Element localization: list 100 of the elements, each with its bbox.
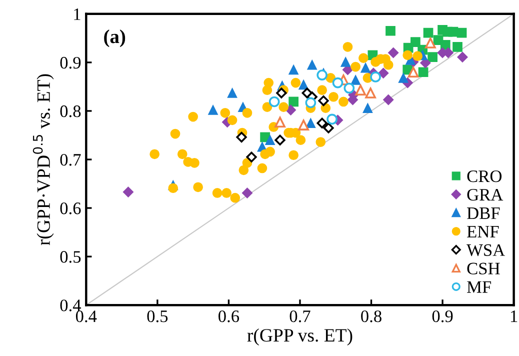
point bbox=[227, 88, 238, 98]
point bbox=[276, 88, 287, 98]
point bbox=[220, 108, 230, 118]
point bbox=[338, 96, 348, 107]
point bbox=[452, 42, 462, 52]
x-tick-label: 0.4 bbox=[76, 310, 97, 322]
point bbox=[328, 92, 338, 102]
y-tick-label: 0.8 bbox=[60, 105, 81, 118]
point bbox=[188, 112, 198, 122]
point bbox=[402, 50, 413, 60]
x-tick-label: 0.5 bbox=[147, 310, 168, 322]
point bbox=[242, 108, 252, 118]
x-axis-title: r(GPP vs. ET) bbox=[247, 328, 352, 346]
point bbox=[177, 149, 188, 160]
point bbox=[257, 163, 268, 174]
point bbox=[317, 85, 328, 96]
annotation: (a) bbox=[104, 30, 126, 48]
point bbox=[365, 88, 376, 98]
point bbox=[285, 104, 296, 116]
point bbox=[262, 85, 272, 96]
point bbox=[170, 128, 180, 139]
point bbox=[398, 73, 408, 83]
point bbox=[268, 96, 280, 108]
point bbox=[418, 67, 428, 78]
point bbox=[307, 60, 318, 70]
legend-label: MF bbox=[467, 281, 492, 293]
x-tick-label: 0.9 bbox=[432, 310, 453, 322]
point bbox=[388, 47, 399, 58]
point bbox=[423, 28, 434, 38]
y-tick-label: 0.5 bbox=[60, 251, 81, 263]
point bbox=[355, 84, 366, 96]
legend-label: DBF bbox=[467, 208, 500, 219]
point bbox=[306, 118, 316, 128]
point bbox=[227, 115, 238, 126]
y-axis-title: r(GPP·VPD$^{0.5}$ vs. ET) bbox=[32, 74, 54, 246]
point bbox=[193, 182, 203, 192]
point bbox=[408, 66, 419, 78]
point bbox=[288, 150, 298, 160]
point bbox=[122, 186, 134, 198]
point bbox=[274, 134, 286, 146]
point bbox=[383, 94, 394, 106]
point bbox=[222, 188, 232, 198]
legend-label: CSH bbox=[467, 262, 500, 274]
x-tick-label: 1 bbox=[510, 310, 518, 322]
point bbox=[298, 80, 308, 90]
point bbox=[332, 77, 344, 88]
point bbox=[288, 64, 298, 75]
point bbox=[316, 137, 326, 147]
point bbox=[358, 53, 368, 63]
legend-label: GRA bbox=[467, 188, 504, 201]
legend-label: ENF bbox=[467, 226, 499, 238]
point bbox=[274, 116, 286, 128]
point bbox=[265, 135, 275, 146]
x-tick-label: 0.8 bbox=[361, 310, 382, 322]
point bbox=[342, 42, 353, 52]
point bbox=[208, 105, 218, 115]
point bbox=[236, 132, 247, 142]
y-tick-label: 0.7 bbox=[60, 154, 81, 166]
y-tick-label: 0.4 bbox=[60, 300, 82, 312]
point bbox=[212, 188, 222, 198]
y-tick-label: 1 bbox=[74, 8, 80, 20]
point bbox=[288, 96, 298, 107]
x-tick-label: 0.6 bbox=[218, 310, 240, 322]
y-tick-label: 0.9 bbox=[60, 56, 81, 69]
legend-label: CRO bbox=[467, 170, 502, 182]
point bbox=[298, 120, 309, 130]
point bbox=[150, 149, 160, 160]
x-tick-label: 0.7 bbox=[290, 310, 310, 322]
point bbox=[350, 62, 361, 72]
point bbox=[316, 118, 328, 128]
point bbox=[230, 192, 240, 203]
point bbox=[262, 102, 272, 112]
point bbox=[383, 60, 394, 70]
point bbox=[278, 102, 289, 112]
point bbox=[296, 135, 306, 146]
point bbox=[265, 146, 275, 157]
point bbox=[350, 74, 361, 85]
point bbox=[360, 62, 370, 73]
point bbox=[320, 103, 331, 113]
y-tick-label: 0.6 bbox=[60, 202, 81, 214]
point bbox=[457, 52, 468, 62]
point bbox=[246, 152, 257, 162]
point bbox=[318, 95, 329, 106]
point bbox=[323, 122, 334, 134]
point bbox=[425, 38, 436, 48]
point bbox=[168, 183, 178, 194]
point bbox=[386, 26, 396, 36]
point bbox=[305, 97, 316, 108]
point bbox=[242, 188, 253, 198]
point bbox=[340, 57, 351, 67]
point bbox=[378, 68, 389, 78]
point bbox=[326, 114, 338, 125]
point bbox=[238, 165, 249, 176]
point bbox=[344, 82, 355, 94]
point bbox=[412, 51, 423, 62]
legend-label: WSA bbox=[466, 244, 505, 256]
point bbox=[428, 52, 438, 62]
point bbox=[370, 72, 381, 82]
point bbox=[362, 103, 373, 113]
point bbox=[190, 158, 200, 168]
